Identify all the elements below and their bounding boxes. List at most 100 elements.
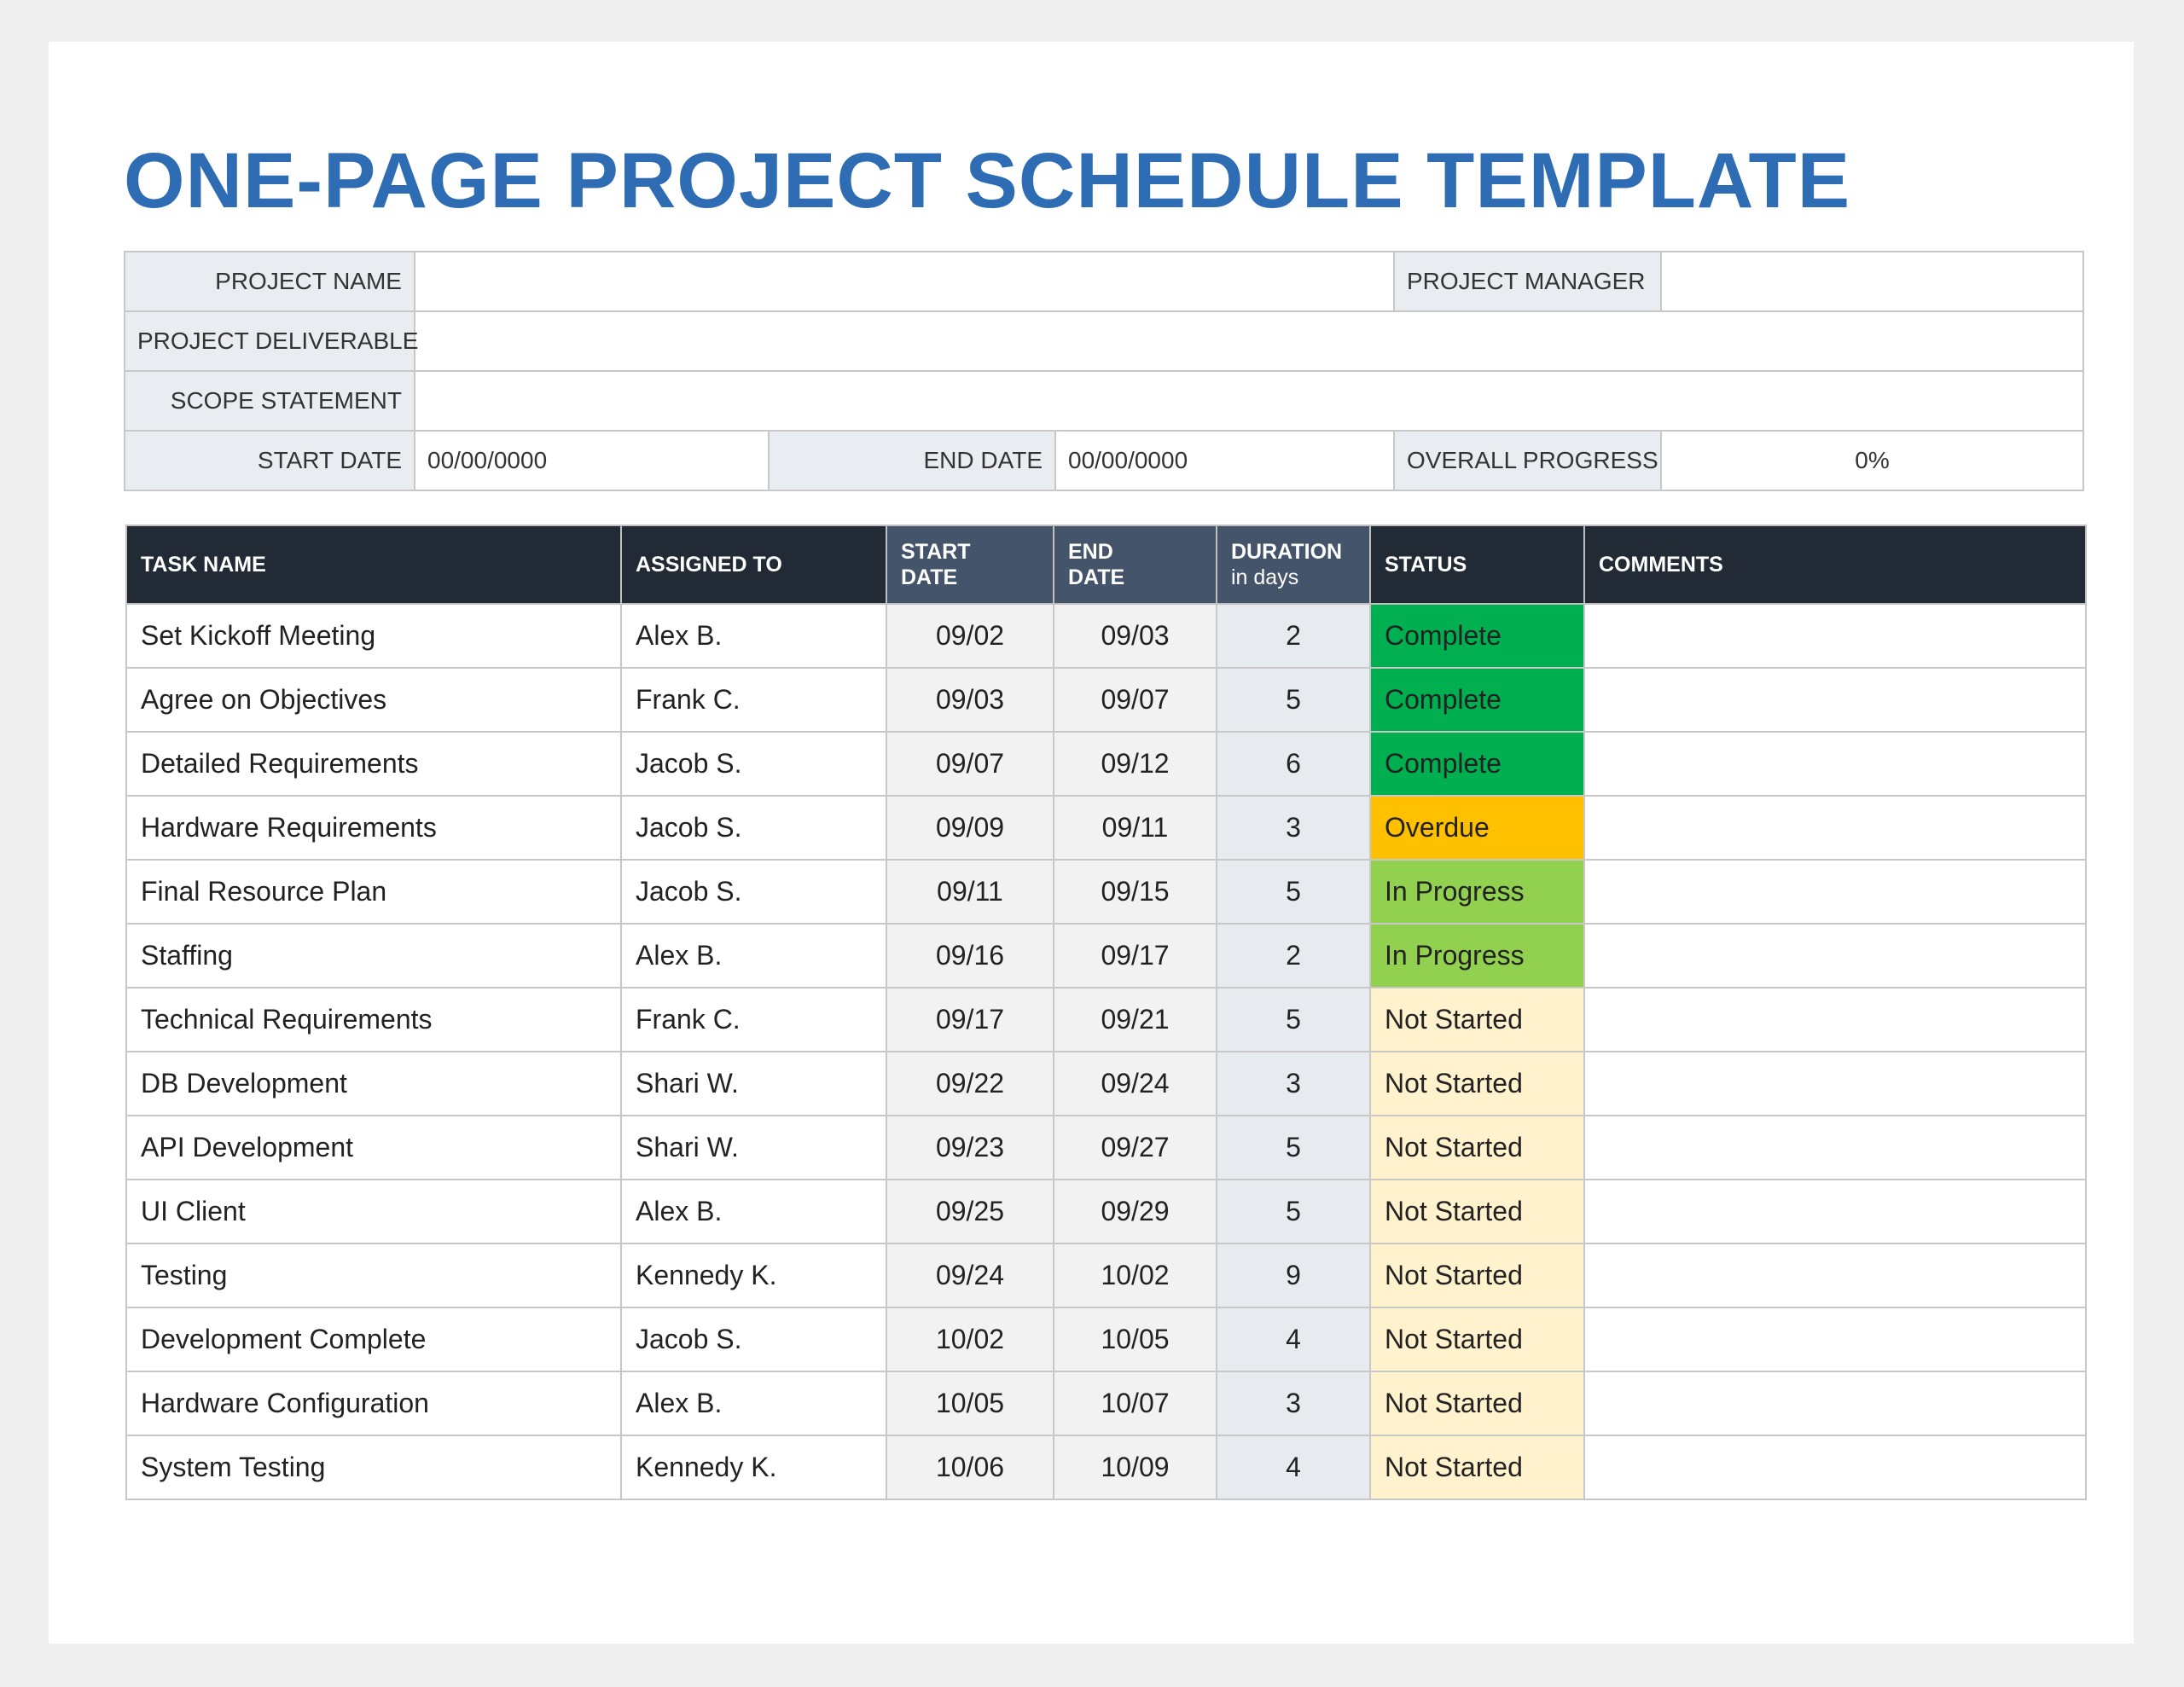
- comments[interactable]: [1583, 987, 2087, 1052]
- comments[interactable]: [1583, 1243, 2087, 1308]
- column-header: STATUS: [1369, 525, 1585, 605]
- duration: 3: [1216, 1371, 1371, 1436]
- column-header: COMMENTS: [1583, 525, 2087, 605]
- comments[interactable]: [1583, 1051, 2087, 1116]
- status: In Progress: [1369, 859, 1585, 925]
- end-date: 09/27: [1053, 1115, 1217, 1180]
- end-date: 09/29: [1053, 1179, 1217, 1244]
- task-row: Technical Requirements Frank C. 09/17 09/21…: [125, 987, 2087, 1052]
- task-name: Development Complete: [125, 1307, 622, 1372]
- end-date: 09/12: [1053, 731, 1217, 797]
- start-date: 09/11: [886, 859, 1054, 925]
- status: Not Started: [1369, 1243, 1585, 1308]
- duration: 4: [1216, 1307, 1371, 1372]
- end-date: 10/09: [1053, 1435, 1217, 1500]
- comments[interactable]: [1583, 1371, 2087, 1436]
- value[interactable]: [414, 310, 2084, 372]
- comments[interactable]: [1583, 795, 2087, 861]
- status: In Progress: [1369, 923, 1585, 988]
- value[interactable]: 00/00/0000: [1054, 430, 1395, 491]
- end-date: 09/21: [1053, 987, 1217, 1052]
- end-date: 09/11: [1053, 795, 1217, 861]
- start-date: 09/02: [886, 603, 1054, 669]
- end-date: 09/15: [1053, 859, 1217, 925]
- task-name: Set Kickoff Meeting: [125, 603, 622, 669]
- assigned-to: Jacob S.: [620, 1307, 887, 1372]
- start-date: 09/17: [886, 987, 1054, 1052]
- header-row: TASK NAME ASSIGNED TO START DATE END DATE DU…: [125, 525, 2087, 605]
- comments[interactable]: [1583, 1179, 2087, 1244]
- task-name: System Testing: [125, 1435, 622, 1500]
- comments[interactable]: [1583, 731, 2087, 797]
- duration: 5: [1216, 1115, 1371, 1180]
- task-row: DB Development Shari W. 09/22 09/24 3 Not Sta…: [125, 1051, 2087, 1116]
- assigned-to: Jacob S.: [620, 859, 887, 925]
- comments[interactable]: [1583, 923, 2087, 988]
- header-label: DURATION: [1231, 540, 1343, 564]
- header-sublabel: in days: [1231, 565, 1299, 589]
- assigned-to: Frank C.: [620, 987, 887, 1052]
- end-date: 09/17: [1053, 923, 1217, 988]
- task-name: Detailed Requirements: [125, 731, 622, 797]
- value[interactable]: [1660, 251, 2084, 312]
- value[interactable]: [414, 370, 2084, 432]
- task-name: Hardware Requirements: [125, 795, 622, 861]
- value[interactable]: [414, 251, 1395, 312]
- assigned-to: Jacob S.: [620, 731, 887, 797]
- task-row: Staffing Alex B. 09/16 09/17 2 In Progress: [125, 923, 2087, 988]
- duration: 9: [1216, 1243, 1371, 1308]
- column-header: TASK NAME: [125, 525, 622, 605]
- comments[interactable]: [1583, 667, 2087, 733]
- comments[interactable]: [1583, 1435, 2087, 1500]
- start-date: 09/07: [886, 731, 1054, 797]
- task-row: Final Resource Plan Jacob S. 09/11 09/15 5 In…: [125, 859, 2087, 925]
- task-row: Testing Kennedy K. 09/24 10/02 9 Not Started: [125, 1243, 2087, 1308]
- start-date: 09/24: [886, 1243, 1054, 1308]
- header-label: COMMENTS: [1599, 553, 1723, 577]
- comments[interactable]: [1583, 603, 2087, 669]
- info-row: START DATE 00/00/0000 END DATE 00/00/000…: [124, 430, 2084, 491]
- assigned-to: Kennedy K.: [620, 1243, 887, 1308]
- duration: 4: [1216, 1435, 1371, 1500]
- value[interactable]: 00/00/0000: [414, 430, 770, 491]
- start-date: 10/02: [886, 1307, 1054, 1372]
- status: Not Started: [1369, 1371, 1585, 1436]
- status: Not Started: [1369, 1115, 1585, 1180]
- assigned-to: Alex B.: [620, 1371, 887, 1436]
- label: START DATE: [124, 430, 415, 491]
- task-row: Hardware Requirements Jacob S. 09/09 09/11 3…: [125, 795, 2087, 861]
- column-header: DURATION in days: [1216, 525, 1371, 605]
- end-date: 10/07: [1053, 1371, 1217, 1436]
- comments[interactable]: [1583, 1115, 2087, 1180]
- status: Not Started: [1369, 1307, 1585, 1372]
- value[interactable]: 0%: [1660, 430, 2084, 491]
- label: END DATE: [768, 430, 1056, 491]
- duration: 5: [1216, 1179, 1371, 1244]
- assigned-to: Alex B.: [620, 603, 887, 669]
- header-label: END DATE: [1068, 540, 1125, 589]
- label: SCOPE STATEMENT: [124, 370, 415, 432]
- page-title: ONE-PAGE PROJECT SCHEDULE TEMPLATE: [124, 137, 1851, 224]
- table-body: Set Kickoff Meeting Alex B. 09/02 09/03 2 Com…: [125, 603, 2087, 1500]
- start-date: 09/22: [886, 1051, 1054, 1116]
- duration: 2: [1216, 603, 1371, 669]
- header-label: START DATE: [901, 540, 971, 589]
- label: PROJECT DELIVERABLE: [124, 310, 418, 372]
- start-date: 09/23: [886, 1115, 1054, 1180]
- task-name: Agree on Objectives: [125, 667, 622, 733]
- task-name: UI Client: [125, 1179, 622, 1244]
- task-name: DB Development: [125, 1051, 622, 1116]
- task-row: API Development Shari W. 09/23 09/27 5 Not St…: [125, 1115, 2087, 1180]
- assigned-to: Alex B.: [620, 923, 887, 988]
- comments[interactable]: [1583, 1307, 2087, 1372]
- status: Complete: [1369, 731, 1585, 797]
- duration: 5: [1216, 667, 1371, 733]
- task-name: Staffing: [125, 923, 622, 988]
- duration: 3: [1216, 795, 1371, 861]
- project-info: PROJECT NAME PROJECT MANAGER PROJECT DEL…: [124, 251, 2084, 491]
- end-date: 09/07: [1053, 667, 1217, 733]
- assigned-to: Jacob S.: [620, 795, 887, 861]
- info-row: PROJECT DELIVERABLE: [124, 310, 2084, 372]
- comments[interactable]: [1583, 859, 2087, 925]
